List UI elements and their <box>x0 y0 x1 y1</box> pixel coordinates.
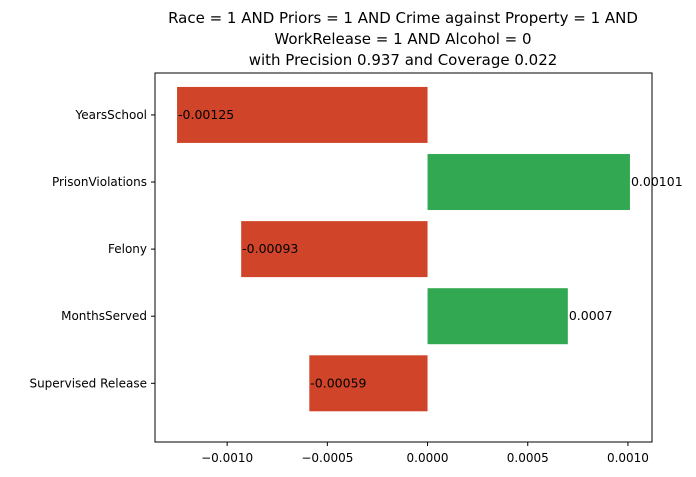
bar-value-label: -0.00125 <box>178 107 234 122</box>
chart-title-line-2: WorkRelease = 1 AND Alcohol = 0 <box>274 30 531 48</box>
x-axis-ticks: −0.0010 −0.0005 0.0000 0.0005 0.0010 <box>201 442 649 465</box>
y-tick-label: Felony <box>108 242 147 256</box>
x-tick-label: −0.0010 <box>201 451 253 465</box>
bar-prisonviolations <box>427 154 630 211</box>
x-tick-label: 0.0010 <box>607 451 649 465</box>
x-tick-label: −0.0005 <box>301 451 353 465</box>
bar-yearsschool <box>177 86 428 143</box>
x-tick-label: 0.0005 <box>507 451 549 465</box>
chart-title-line-3: with Precision 0.937 and Coverage 0.022 <box>249 51 558 69</box>
bar-value-label: 0.0007 <box>569 308 613 323</box>
plot-frame <box>154 72 653 443</box>
y-tick-label: YearsSchool <box>75 108 148 122</box>
y-axis-ticks: YearsSchool PrisonViolations Felony MonthsS… <box>29 108 155 390</box>
bar-value-labels: -0.00125 0.00101 -0.00093 0.0007 -0.00059 <box>178 107 683 390</box>
chart-title-line-1: Race = 1 AND Priors = 1 AND Crime agains… <box>168 9 638 27</box>
y-tick-label: MonthsServed <box>61 309 147 323</box>
bar-value-label: -0.00059 <box>310 375 366 390</box>
bar-value-label: 0.00101 <box>631 174 683 189</box>
bars <box>177 86 630 412</box>
bar-value-label: -0.00093 <box>242 241 298 256</box>
y-tick-label: Supervised Release <box>29 376 147 390</box>
x-tick-label: 0.0000 <box>407 451 449 465</box>
bar-monthsserved <box>427 288 568 345</box>
y-tick-label: PrisonViolations <box>52 175 147 189</box>
bar-supervised-release <box>309 355 428 412</box>
bar-felony <box>241 221 428 278</box>
chart-title: Race = 1 AND Priors = 1 AND Crime agains… <box>168 9 638 69</box>
